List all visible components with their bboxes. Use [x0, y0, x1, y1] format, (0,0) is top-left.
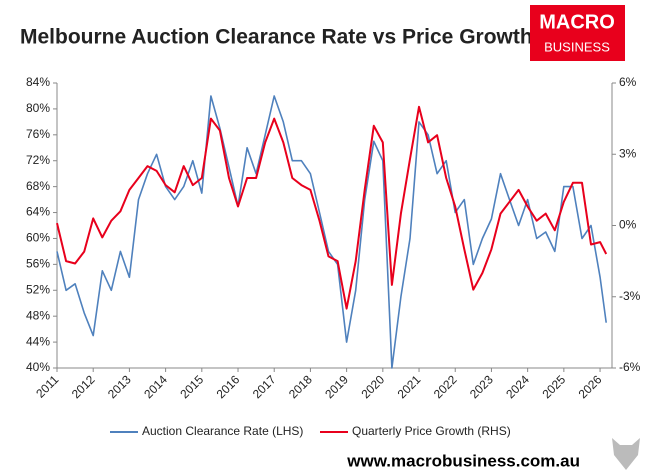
series-line: [56, 95, 607, 369]
y-tick-label: 60%: [26, 231, 50, 245]
x-tick-label: 2013: [105, 372, 134, 401]
y-tick-label: 40%: [26, 360, 50, 374]
y-tick-label: 52%: [26, 282, 50, 296]
legend-label: Quarterly Price Growth (RHS): [352, 424, 511, 438]
wolf-icon: [612, 438, 640, 470]
y-tick-label: 68%: [26, 179, 50, 193]
x-tick-label: 2022: [431, 372, 460, 401]
y2-tick-label: 6%: [619, 75, 637, 89]
x-tick-label: 2020: [358, 372, 387, 401]
x-tick-label: 2021: [395, 372, 424, 401]
x-tick-label: 2026: [576, 372, 605, 401]
x-tick-label: 2014: [141, 372, 170, 401]
y-tick-label: 56%: [26, 257, 50, 271]
logo-box: [530, 5, 625, 61]
x-tick-label: 2024: [503, 372, 532, 401]
y-tick-label: 84%: [26, 75, 50, 89]
logo-text: BUSINESS: [544, 39, 610, 54]
x-tick-label: 2011: [33, 372, 61, 400]
y-tick-label: 64%: [26, 205, 50, 219]
x-tick-label: 2018: [286, 372, 315, 401]
x-tick-label: 2016: [214, 372, 243, 401]
x-tick-label: 2025: [539, 372, 568, 401]
y-tick-label: 80%: [26, 101, 50, 115]
logo-text: MACRO: [539, 11, 615, 33]
chart-title: Melbourne Auction Clearance Rate vs Pric…: [20, 26, 533, 49]
legend-label: Auction Clearance Rate (LHS): [142, 424, 303, 438]
y-tick-label: 48%: [26, 308, 50, 322]
y2-tick-label: 0%: [619, 218, 637, 232]
x-tick-label: 2015: [177, 372, 206, 401]
y2-tick-label: -3%: [619, 289, 641, 303]
x-tick-label: 2023: [467, 372, 496, 401]
series-line: [56, 105, 608, 310]
y2-tick-label: -6%: [619, 360, 641, 374]
y-tick-label: 76%: [26, 127, 50, 141]
footer: www.macrobusiness.com.au: [346, 451, 580, 470]
x-tick-label: 2017: [250, 372, 279, 401]
x-tick-label: 2012: [69, 372, 98, 401]
y-tick-label: 44%: [26, 334, 50, 348]
y2-tick-label: 3%: [619, 146, 637, 160]
x-tick-label: 2019: [322, 372, 351, 401]
y-tick-label: 72%: [26, 153, 50, 167]
